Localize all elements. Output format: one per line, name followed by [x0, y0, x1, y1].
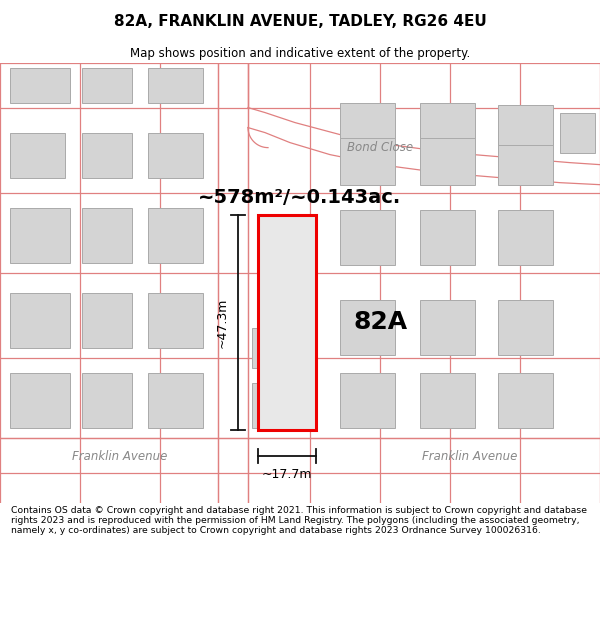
Bar — [340, 102, 395, 138]
Text: Franklin Avenue: Franklin Avenue — [73, 449, 167, 462]
Text: 82A: 82A — [354, 311, 408, 334]
Bar — [148, 293, 203, 348]
Bar — [0, 438, 600, 473]
Text: Map shows position and indicative extent of the property.: Map shows position and indicative extent… — [130, 48, 470, 60]
Bar — [218, 62, 248, 503]
Bar — [82, 68, 132, 102]
Bar — [498, 104, 553, 144]
Bar — [148, 208, 203, 262]
Bar — [340, 210, 395, 265]
Bar — [420, 210, 475, 265]
Bar — [420, 373, 475, 428]
Bar — [258, 215, 316, 430]
Bar — [148, 373, 203, 428]
Bar — [420, 102, 475, 138]
Text: ~47.3m: ~47.3m — [216, 297, 229, 348]
Bar — [420, 300, 475, 355]
Bar — [148, 132, 203, 178]
Text: ~17.7m: ~17.7m — [262, 468, 312, 481]
Bar — [10, 293, 70, 348]
Text: Contains OS data © Crown copyright and database right 2021. This information is : Contains OS data © Crown copyright and d… — [11, 506, 587, 536]
Bar — [10, 373, 70, 428]
Bar — [560, 112, 595, 152]
Bar — [82, 208, 132, 262]
Polygon shape — [248, 107, 600, 184]
Bar — [10, 208, 70, 262]
Bar — [340, 373, 395, 428]
Text: Bond Close: Bond Close — [347, 141, 413, 154]
Bar — [82, 293, 132, 348]
Bar — [252, 383, 297, 428]
Bar — [420, 129, 475, 184]
Bar — [340, 300, 395, 355]
Bar — [498, 300, 553, 355]
Bar — [10, 132, 65, 178]
Bar — [252, 328, 297, 368]
Bar — [82, 132, 132, 178]
Bar — [498, 373, 553, 428]
Bar — [82, 373, 132, 428]
Text: Franklin Avenue: Franklin Avenue — [422, 449, 518, 462]
Bar — [10, 68, 70, 102]
Bar — [148, 68, 203, 102]
Bar — [340, 129, 395, 184]
Bar — [498, 129, 553, 184]
Text: 82A, FRANKLIN AVENUE, TADLEY, RG26 4EU: 82A, FRANKLIN AVENUE, TADLEY, RG26 4EU — [113, 14, 487, 29]
Text: ~578m²/~0.143ac.: ~578m²/~0.143ac. — [199, 188, 401, 208]
Bar — [498, 210, 553, 265]
